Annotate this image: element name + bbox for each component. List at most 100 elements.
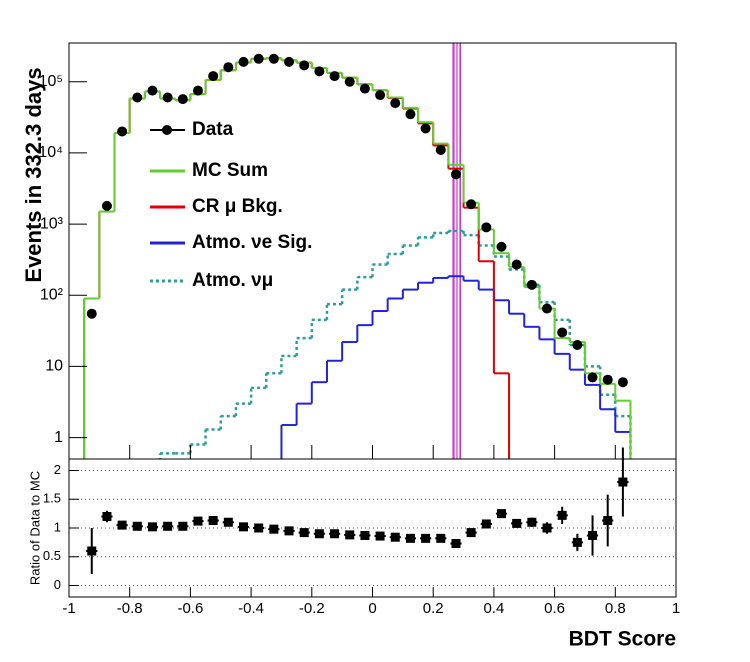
ratio-point	[466, 528, 476, 538]
y-tick-label: 2	[54, 462, 61, 477]
y-tick-label: 10²	[40, 286, 64, 303]
x-tick-label: -1	[62, 600, 75, 617]
data-point	[253, 53, 264, 64]
ratio-point	[405, 533, 415, 543]
data-point	[617, 377, 628, 388]
data-point	[526, 279, 537, 290]
ratio-point	[117, 520, 127, 530]
x-tick-label: 0	[368, 600, 376, 617]
ratio-point	[254, 523, 264, 533]
data-point	[466, 199, 477, 210]
ratio-point	[208, 516, 218, 526]
data-point	[268, 53, 279, 64]
ratio-point	[542, 523, 552, 533]
ratio-point	[527, 517, 537, 527]
x-tick-label: -0.2	[299, 600, 325, 617]
ratio-point	[299, 528, 309, 538]
ratio-point	[345, 530, 355, 540]
data-point	[299, 60, 310, 71]
frame	[68, 42, 677, 460]
data-point	[117, 126, 128, 137]
data-point	[557, 327, 568, 338]
plot-area	[83, 43, 632, 459]
x-tick-label: -0.6	[177, 600, 203, 617]
ratio-point	[102, 512, 112, 521]
data-point	[238, 56, 249, 67]
data-point	[375, 90, 386, 101]
data-point	[284, 56, 295, 67]
data-point	[208, 71, 219, 82]
data-point	[481, 222, 492, 233]
ratio-point	[618, 477, 628, 487]
data-point	[314, 66, 325, 77]
x-tick-label: 0.8	[605, 600, 626, 617]
y-tick-label: 0.5	[43, 548, 61, 563]
x-tick-label: 0.6	[544, 600, 565, 617]
ratio-point	[481, 519, 491, 529]
legend-label: MC Sum	[192, 160, 268, 181]
y-tick-label: 10⁵	[39, 73, 63, 90]
ratio-point	[330, 529, 340, 539]
ratio-point	[603, 516, 613, 526]
legend-marker	[162, 125, 172, 135]
data-point	[420, 123, 431, 134]
data-point	[359, 83, 370, 94]
legend-label: Atmo. νμ	[192, 270, 273, 291]
y-tick-label: 10	[45, 358, 63, 375]
legend-label: CR μ Bkg.	[192, 196, 283, 217]
ratio-point	[147, 522, 157, 532]
ratio-point	[390, 532, 400, 542]
ratio-point	[572, 537, 582, 547]
ratio-point	[223, 517, 233, 527]
data-point	[162, 92, 173, 103]
ratio-axis-title: Ratio of Data to MC	[27, 471, 42, 585]
y-tick-label: 1	[54, 429, 63, 446]
data-point	[192, 85, 203, 96]
ratio-point	[87, 546, 97, 556]
data-point	[147, 85, 158, 96]
y-tick-label: 10³	[40, 215, 64, 232]
data-point	[496, 241, 507, 252]
data-point	[511, 259, 522, 270]
ratio-point	[436, 533, 446, 543]
y-tick-label: 1	[54, 519, 61, 534]
ratio-point	[375, 531, 385, 541]
y-tick-label: 0	[54, 577, 61, 592]
ratio-point	[163, 521, 173, 531]
x-tick-label: 0.2	[423, 600, 444, 617]
data-point	[177, 94, 188, 105]
data-point	[450, 169, 461, 180]
data-point	[542, 303, 553, 314]
ratio-point	[178, 521, 188, 531]
ratio-point	[496, 509, 506, 519]
ratio-point	[132, 521, 142, 531]
data-point	[405, 109, 416, 120]
data-point	[86, 308, 97, 319]
legend-label: Atmo. νe Sig.	[192, 232, 312, 253]
data-point	[572, 339, 583, 350]
data-point	[587, 372, 598, 383]
frame	[68, 458, 677, 598]
ratio-point	[269, 524, 279, 534]
x-tick-label: -0.8	[117, 600, 143, 617]
data-point	[602, 374, 613, 385]
x-axis-title: BDT Score	[569, 628, 676, 651]
y-tick-label: 1.5	[43, 491, 61, 506]
ratio-point	[512, 518, 522, 528]
data-point	[344, 76, 355, 87]
y-tick-label: 10⁴	[38, 144, 63, 161]
y-axis-title: Events in 332.3 days	[21, 67, 46, 282]
x-tick-label: 0.4	[483, 600, 504, 617]
data-point	[390, 98, 401, 109]
data-point	[435, 144, 446, 155]
x-tick-label: -0.4	[238, 600, 264, 617]
ratio-point	[421, 533, 431, 543]
ratio-point	[557, 510, 567, 520]
cut-band	[452, 43, 462, 459]
data-point	[132, 92, 143, 103]
legend-label: Data	[192, 119, 234, 140]
ratio-point	[588, 530, 598, 540]
ratio-point	[451, 539, 461, 549]
x-tick-label: 1	[672, 600, 680, 617]
